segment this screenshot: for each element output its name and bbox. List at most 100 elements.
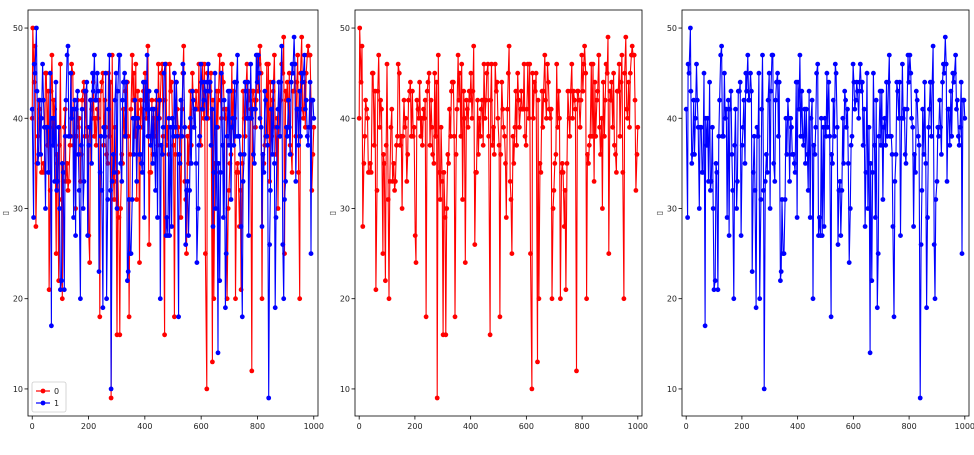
data-point: [875, 251, 881, 256]
data-point: [251, 152, 256, 157]
data-point: [53, 79, 59, 85]
data-point: [277, 133, 283, 139]
data-point: [295, 52, 301, 58]
data-point: [260, 152, 266, 157]
data-point: [505, 106, 510, 112]
data-point: [220, 61, 226, 67]
data-point: [944, 179, 950, 184]
data-point: [289, 170, 295, 175]
data-point: [880, 197, 886, 202]
data-point: [190, 97, 196, 103]
y-tick-label: 30: [13, 204, 23, 213]
data-point: [92, 52, 97, 58]
data-point: [564, 161, 570, 166]
data-point: [915, 133, 921, 139]
data-point: [749, 88, 754, 94]
data-point: [942, 34, 948, 40]
data-point: [487, 332, 493, 338]
data-point: [824, 70, 830, 76]
data-point: [545, 61, 550, 67]
data-point: [586, 161, 591, 166]
data-point: [632, 97, 638, 103]
data-point: [57, 206, 62, 211]
data-point: [59, 296, 65, 302]
data-point: [53, 251, 59, 256]
data-point: [84, 79, 90, 85]
data-point: [88, 97, 93, 103]
data-point: [460, 197, 465, 202]
data-point: [756, 70, 762, 76]
data-point: [201, 97, 207, 103]
data-point: [292, 61, 298, 67]
data-point: [311, 115, 317, 121]
y-tick-label: 10: [340, 385, 350, 394]
data-point: [492, 61, 498, 67]
data-point: [51, 97, 57, 103]
data-point: [832, 61, 838, 67]
data-point: [527, 61, 533, 67]
data-point: [503, 161, 508, 166]
data-point: [721, 133, 726, 139]
data-point: [589, 133, 595, 139]
data-point: [772, 179, 778, 184]
x-tick-label: 600: [194, 422, 209, 431]
data-point: [177, 161, 183, 166]
data-point: [600, 79, 606, 85]
data-point: [722, 115, 728, 121]
data-point: [58, 61, 63, 67]
data-point: [237, 152, 243, 157]
x-tick-label: 200: [407, 422, 422, 431]
data-point: [573, 106, 578, 112]
data-point: [954, 97, 960, 103]
data-point: [32, 70, 38, 76]
data-point: [929, 133, 934, 139]
data-point: [272, 161, 277, 166]
data-point: [134, 179, 140, 184]
data-point: [404, 179, 410, 184]
data-point: [376, 52, 382, 58]
data-point: [357, 25, 363, 31]
data-point: [47, 70, 53, 76]
data-point: [426, 70, 432, 76]
data-point: [797, 52, 803, 58]
data-point: [722, 70, 727, 76]
data-point: [889, 152, 895, 157]
data-point: [800, 133, 806, 139]
data-point: [206, 88, 212, 94]
data-point: [758, 197, 764, 202]
data-point: [275, 106, 281, 112]
data-point: [268, 106, 274, 112]
data-point: [246, 233, 252, 239]
x-tick-label: 200: [81, 422, 96, 431]
data-point: [808, 115, 814, 121]
data-point: [54, 188, 60, 193]
data-point: [155, 215, 160, 220]
data-point: [761, 386, 767, 392]
data-point: [741, 97, 747, 103]
data-point: [115, 88, 121, 94]
data-point: [129, 197, 135, 202]
data-point: [859, 88, 864, 94]
data-point: [210, 359, 215, 365]
data-point: [411, 124, 417, 130]
data-point: [266, 395, 272, 401]
data-point: [900, 61, 905, 67]
data-point: [472, 242, 478, 248]
data-point: [275, 206, 281, 211]
data-point: [178, 97, 184, 103]
data-point: [530, 70, 535, 76]
data-point: [297, 88, 303, 94]
data-point: [807, 215, 813, 220]
data-point: [284, 79, 290, 85]
data-point: [76, 188, 82, 193]
data-point: [567, 133, 573, 139]
data-point: [151, 106, 157, 112]
y-tick-label: 10: [13, 385, 23, 394]
data-point: [138, 152, 144, 157]
data-point: [789, 124, 794, 130]
data-point: [433, 133, 438, 139]
data-point: [280, 242, 286, 248]
data-point: [133, 61, 139, 67]
data-point: [90, 88, 96, 94]
